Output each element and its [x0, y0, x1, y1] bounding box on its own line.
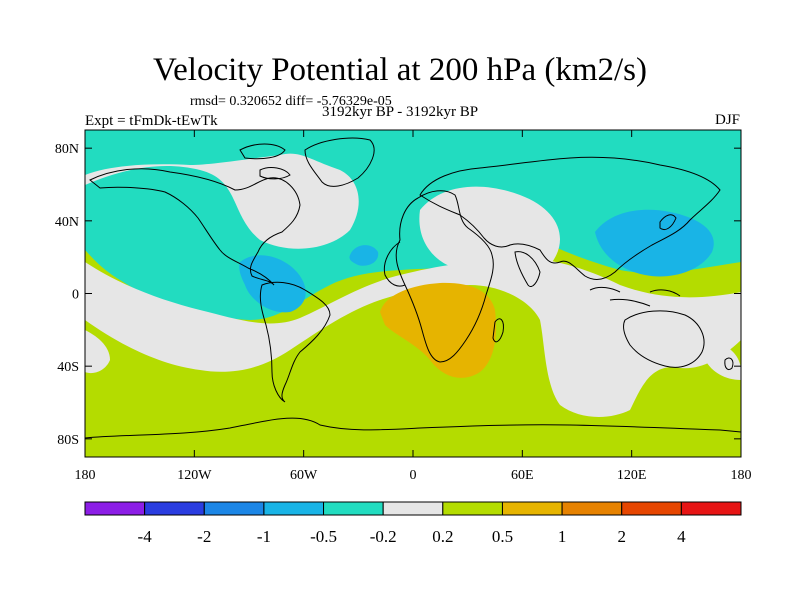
coast-eurasia — [419, 156, 721, 280]
lon-tick-label: 120E — [617, 468, 647, 483]
lat-tick-label: 40N — [55, 215, 79, 230]
colorbar-swatch — [323, 501, 384, 516]
coastlines — [85, 137, 741, 439]
lat-tick-label: 80S — [57, 433, 79, 448]
velocity-potential-field — [85, 130, 741, 457]
colorbar-swatch — [203, 501, 265, 516]
lon-tick-label: 0 — [410, 468, 417, 483]
colorbar-swatch — [501, 501, 563, 516]
colorbar-swatch — [621, 501, 682, 516]
coast-australia — [623, 310, 705, 368]
coast-japan — [659, 214, 677, 231]
coast-india — [514, 251, 541, 287]
colorbar-label: -1 — [257, 527, 271, 546]
coast-south-america — [259, 281, 331, 403]
colorbar-label: 0.5 — [492, 527, 513, 546]
coast-arctic-islands — [239, 143, 291, 180]
colorbar: -4 -2 -1 -0.5 -0.2 0.2 0.5 1 2 4 — [84, 501, 742, 546]
coast-north-america — [89, 168, 301, 286]
map-title: Velocity Potential at 200 hPa (km2/s) — [152, 52, 648, 88]
colorbar-label: -2 — [197, 527, 211, 546]
colorbar-label: -4 — [138, 527, 153, 546]
colorbar-swatch — [84, 501, 146, 516]
colorbar-swatch — [382, 501, 444, 516]
colorbar-label: 0.2 — [432, 527, 453, 546]
coast-madagascar — [492, 318, 504, 343]
coast-greenland — [304, 137, 375, 187]
field-neutral-southeast — [700, 340, 741, 380]
experiment-label: Expt = tFmDk-tEwTk — [85, 113, 218, 129]
field-pos-mod-africa — [380, 282, 497, 378]
colorbar-swatch — [680, 501, 742, 516]
lat-tick-label: 40S — [57, 360, 79, 375]
colorbar-label: 1 — [558, 527, 567, 546]
field-neg-mod-atlantic — [349, 245, 379, 266]
lon-tick-label: 60W — [290, 468, 318, 483]
lon-tick-label: 120W — [177, 468, 212, 483]
lon-tick-label: 180 — [75, 468, 96, 483]
lat-tick-label: 0 — [72, 288, 79, 303]
coast-se-asia-islands — [589, 286, 681, 307]
colorbar-label: -0.5 — [310, 527, 337, 546]
lon-tick-label: 60E — [511, 468, 534, 483]
colorbar-swatch — [442, 501, 503, 516]
lat-tick-label: 80N — [55, 142, 79, 157]
field-neutral-equator — [85, 257, 741, 417]
colorbar-label: 4 — [677, 527, 686, 546]
season-label: DJF — [714, 112, 740, 128]
stats-text: rmsd= 0.320652 diff= -5.76329e-05 — [190, 94, 392, 109]
latitude-axis: 80N 40N 0 40S 80S — [55, 142, 741, 448]
coast-europe-africa — [395, 190, 494, 363]
lon-tick-label: 180 — [731, 468, 752, 483]
period-label: 3192kyr BP - 3192kyr BP — [322, 104, 479, 120]
field-neutral-southwest — [85, 330, 110, 374]
coast-antarctica — [85, 417, 741, 439]
coast-new-zealand — [724, 357, 734, 371]
colorbar-label: -0.2 — [370, 527, 397, 546]
longitude-axis: 180 120W 60W 0 60E 120E 180 — [75, 130, 752, 483]
colorbar-swatch — [561, 501, 623, 516]
colorbar-label: 2 — [617, 527, 626, 546]
colorbar-swatch — [263, 501, 325, 516]
coast-west-africa — [383, 241, 406, 287]
colorbar-swatch — [144, 501, 205, 516]
field-neutral-na — [85, 153, 359, 249]
